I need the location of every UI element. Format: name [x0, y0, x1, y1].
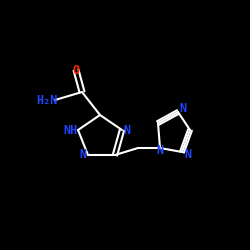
Text: O: O — [72, 64, 80, 76]
Text: N: N — [80, 148, 86, 162]
Text: H₂N: H₂N — [36, 94, 58, 106]
Text: NH: NH — [64, 124, 78, 136]
Text: N: N — [180, 102, 186, 116]
Text: N: N — [156, 144, 164, 156]
Text: N: N — [184, 148, 192, 160]
Text: N: N — [124, 124, 130, 136]
